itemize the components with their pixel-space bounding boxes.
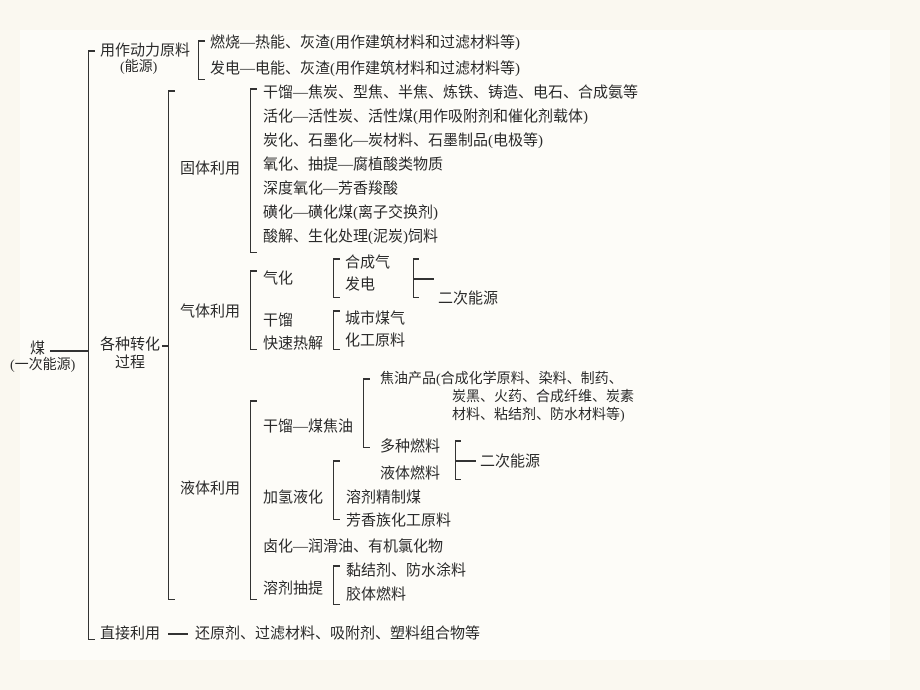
liquid-proc2: 加氢液化 bbox=[263, 489, 323, 507]
gas-right-3: 化工原料 bbox=[345, 332, 405, 350]
branch2-bracket bbox=[168, 90, 169, 600]
root-sublabel: (一次能源) bbox=[10, 358, 75, 375]
gas-left-1: 干馏 bbox=[263, 312, 293, 330]
branch3-text: 还原剂、过滤材料、吸附剂、塑料组合物等 bbox=[195, 625, 480, 643]
branch2-main-l2: 过程 bbox=[115, 354, 145, 372]
gas-right-2: 城市煤气 bbox=[345, 310, 405, 328]
liquid-item-2: 材料、粘结剂、防水材料等) bbox=[452, 408, 625, 425]
liquid-br2 bbox=[333, 460, 334, 520]
solid-item-0: 干馏—焦炭、型焦、半焦、炼铁、铸造、电石、合成氨等 bbox=[263, 84, 638, 102]
gas-out-conn bbox=[414, 278, 434, 280]
liquid-br1 bbox=[363, 378, 364, 448]
liquid-proc3: 卤化—润滑油、有机氯化物 bbox=[263, 538, 443, 556]
solid-item-4: 深度氧化—芳香羧酸 bbox=[263, 180, 398, 198]
branch1-item-1: 发电—电能、灰渣(用作建筑材料和过滤材料等) bbox=[210, 60, 520, 78]
liquid-proc1: 干馏—煤焦油 bbox=[263, 418, 353, 436]
root-bracket bbox=[88, 50, 89, 640]
root-label: 煤 bbox=[30, 340, 45, 358]
liquid-out: 二次能源 bbox=[480, 453, 540, 471]
solid-item-3: 氧化、抽提—腐植酸类物质 bbox=[263, 156, 443, 174]
gas-right-1: 发电 bbox=[345, 276, 375, 294]
solid-bracket bbox=[250, 88, 251, 253]
gas-mid-bracket2 bbox=[333, 310, 334, 350]
solid-item-5: 磺化—磺化煤(离子交换剂) bbox=[263, 204, 438, 222]
liquid-item-0: 焦油产品(合成化学原料、染料、制药、 bbox=[380, 372, 623, 389]
solid-label: 固体利用 bbox=[180, 160, 240, 178]
liquid-bracket bbox=[250, 400, 251, 600]
gas-right-0: 合成气 bbox=[345, 254, 390, 272]
root-conn bbox=[50, 350, 88, 352]
slide-container: 煤 (一次能源) 用作动力原料 (能源) 燃烧—热能、灰渣(用作建筑材料和过滤材… bbox=[0, 0, 920, 690]
gas-bracket-left bbox=[250, 270, 251, 350]
liquid-proc4: 溶剂抽提 bbox=[263, 580, 323, 598]
gas-out: 二次能源 bbox=[438, 290, 498, 308]
liquid-item-8: 胶体燃料 bbox=[346, 586, 406, 604]
liquid-out-conn bbox=[456, 460, 476, 462]
gas-left-0: 气化 bbox=[263, 270, 293, 288]
branch1-bracket bbox=[198, 40, 199, 80]
liquid-item-4: 液体燃料 bbox=[380, 465, 440, 483]
gas-label: 气体利用 bbox=[180, 303, 240, 321]
liquid-item-1: 炭黑、火药、合成纤维、炭素 bbox=[452, 390, 634, 407]
branch1-item-0: 燃烧—热能、灰渣(用作建筑材料和过滤材料等) bbox=[210, 34, 520, 52]
solid-item-2: 炭化、石墨化—炭材料、石墨制品(电极等) bbox=[263, 132, 543, 150]
branch1-sub: (能源) bbox=[120, 60, 157, 77]
gas-left-2: 快速热解 bbox=[263, 335, 323, 353]
gas-mid-bracket1 bbox=[333, 258, 334, 298]
liquid-item-3: 多种燃料 bbox=[380, 438, 440, 456]
liquid-item-6: 芳香族化工原料 bbox=[346, 512, 451, 530]
branch1-main: 用作动力原料 bbox=[100, 42, 190, 60]
liquid-label: 液体利用 bbox=[180, 480, 240, 498]
branch2-main-l1: 各种转化 bbox=[100, 336, 160, 354]
solid-item-6: 酸解、生化处理(泥炭)饲料 bbox=[263, 228, 438, 246]
branch3-main: 直接利用 bbox=[100, 625, 160, 643]
solid-item-1: 活化—活性炭、活性煤(用作吸附剂和催化剂载体) bbox=[263, 108, 588, 126]
branch3-conn bbox=[168, 633, 188, 635]
liquid-item-7: 黏结剂、防水涂料 bbox=[346, 562, 466, 580]
liquid-item-5: 溶剂精制煤 bbox=[346, 489, 421, 507]
b2-conn bbox=[162, 345, 168, 347]
liquid-br4 bbox=[333, 565, 334, 605]
